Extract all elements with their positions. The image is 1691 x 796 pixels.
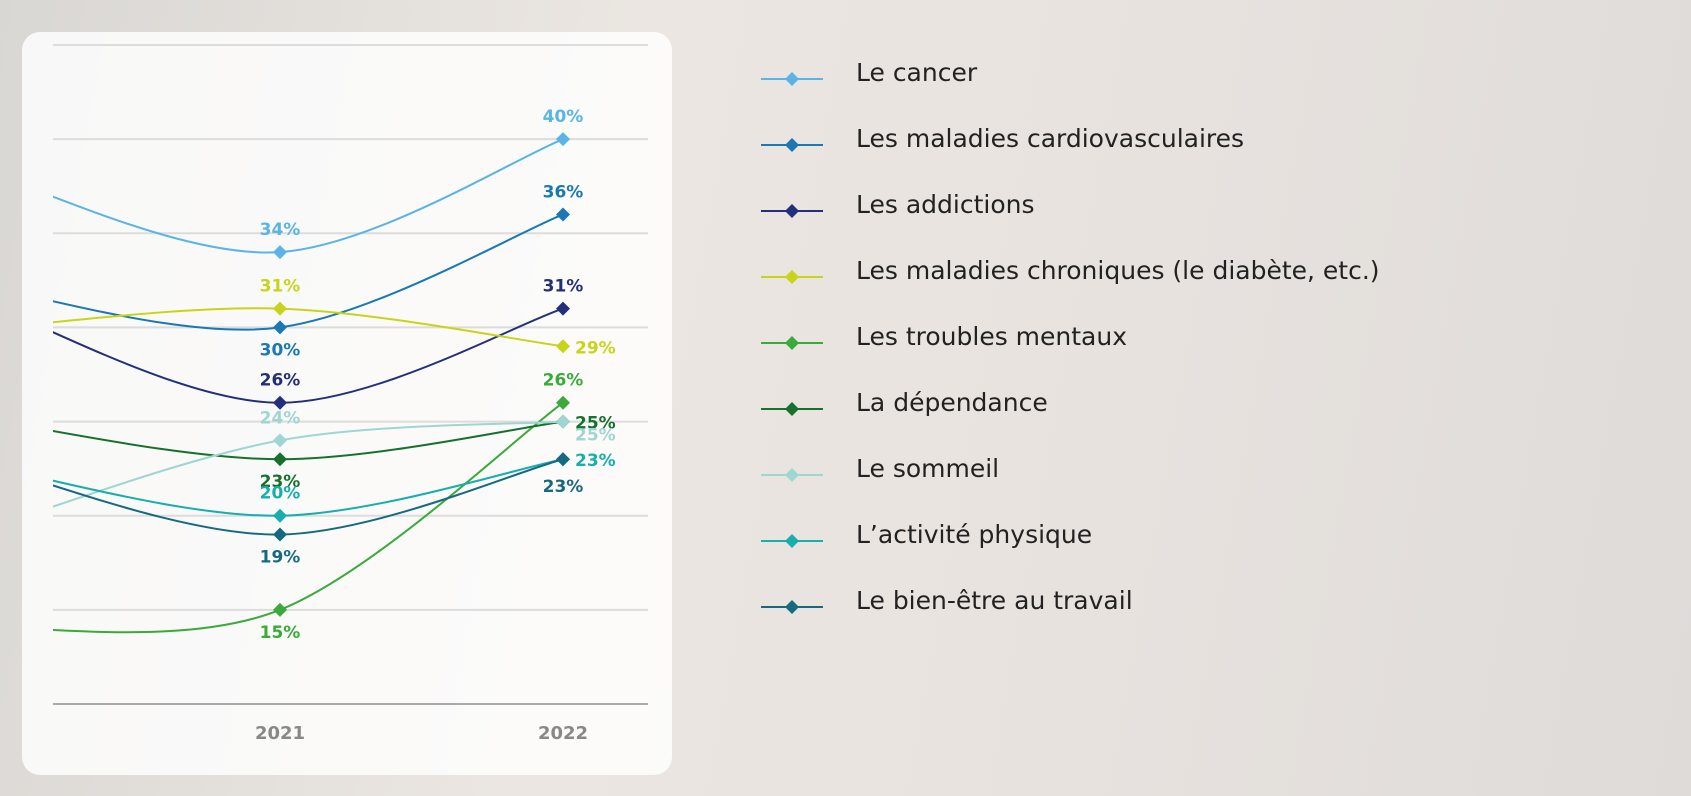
- legend-item: Le bien-être au travail: [761, 586, 1133, 615]
- legend-label: Les maladies cardiovasculaires: [856, 124, 1244, 153]
- value-label: 31%: [543, 277, 584, 297]
- legend-label: Le cancer: [856, 58, 978, 87]
- legend-label: L’activité physique: [856, 520, 1092, 549]
- page: 2021 2022 34% 40% 30% 36% 26% 31% 31% 29% 15% 26% 23…: [0, 0, 1691, 796]
- value-label: 15%: [260, 623, 301, 643]
- x-tick-label: 2022: [538, 723, 588, 744]
- legend-label: Les maladies chroniques (le diabète, etc…: [856, 256, 1380, 285]
- value-label: 24%: [260, 408, 301, 428]
- value-label: 34%: [260, 220, 301, 240]
- legend-item: La dépendance: [761, 388, 1048, 417]
- value-label: 40%: [543, 107, 584, 127]
- legend-marker: [785, 468, 799, 482]
- legend-marker: [785, 402, 799, 416]
- legend-label: Les addictions: [856, 190, 1035, 219]
- value-label: 36%: [543, 182, 584, 202]
- legend-label: Le sommeil: [856, 454, 999, 483]
- legend-marker: [785, 336, 799, 350]
- legend-marker: [785, 138, 799, 152]
- value-label: 26%: [260, 371, 301, 391]
- value-label: 20%: [260, 484, 301, 504]
- legend-label: Les troubles mentaux: [856, 322, 1127, 351]
- legend-marker: [785, 72, 799, 86]
- legend-item: Le sommeil: [761, 454, 999, 483]
- value-label: 23%: [543, 477, 584, 497]
- legend-marker: [785, 204, 799, 218]
- chart: 2021 2022 34% 40% 30% 36% 26% 31% 31% 29% 15% 26% 23…: [0, 0, 1691, 796]
- legend-item: Les addictions: [761, 190, 1035, 219]
- legend-item: L’activité physique: [761, 520, 1092, 549]
- value-label: 26%: [543, 371, 584, 391]
- legend-item: Les maladies cardiovasculaires: [761, 124, 1244, 153]
- legend-marker: [785, 270, 799, 284]
- legend-item: Les maladies chroniques (le diabète, etc…: [761, 256, 1380, 285]
- legend-label: La dépendance: [856, 388, 1048, 417]
- value-label: 29%: [575, 338, 616, 358]
- value-label: 30%: [260, 340, 301, 360]
- legend-item: Les troubles mentaux: [761, 322, 1127, 351]
- chart-card: [22, 32, 672, 775]
- value-label: 23%: [575, 451, 616, 471]
- x-tick-label: 2021: [255, 723, 305, 744]
- value-label: 19%: [260, 548, 301, 568]
- legend-label: Le bien-être au travail: [856, 586, 1133, 615]
- legend-item: Le cancer: [761, 58, 978, 87]
- legend-marker: [785, 600, 799, 614]
- value-label: 25%: [575, 426, 616, 446]
- value-label: 31%: [260, 277, 301, 297]
- legend-marker: [785, 534, 799, 548]
